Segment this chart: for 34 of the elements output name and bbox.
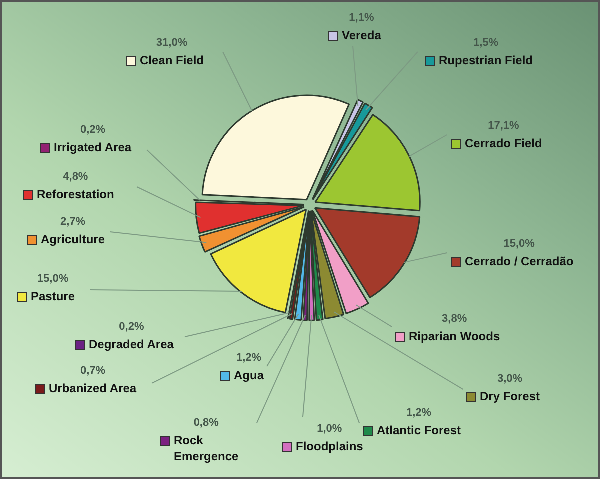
data-label: 17,1% [488, 120, 520, 132]
legend-label: Vereda [342, 28, 382, 42]
data-label: 15,0% [37, 273, 69, 286]
data-label: 4,8% [63, 171, 88, 184]
data-label: 0,7% [80, 365, 106, 378]
legend-label: Urbanized Area [49, 381, 137, 396]
legend-label: Reforestation [37, 187, 114, 202]
legend-label: Clean Field [140, 53, 204, 68]
legend-label: Rupestrian Field [439, 53, 534, 68]
data-label: 1,0% [317, 423, 342, 436]
legend-label: Riparian Woods [409, 329, 500, 344]
legend-label: Cerrado / Cerradão [465, 254, 574, 268]
legend-label: Degraded Area [89, 337, 174, 352]
data-label: 2,7% [60, 216, 86, 228]
data-label: 3,8% [442, 313, 468, 326]
legend-label: Rock Emergence [174, 433, 240, 464]
data-label: 31,0% [156, 37, 188, 50]
data-label: 1,1% [349, 12, 374, 24]
legend-label: Pasture [31, 289, 76, 304]
legend-label: Floodplains [296, 439, 364, 454]
legend-label: Atlantic Forest [377, 423, 462, 438]
legend-label: Agua [234, 368, 264, 382]
legend-label: Dry Forest [480, 389, 540, 404]
data-label: 1,2% [406, 407, 432, 420]
data-label: 0,2% [119, 321, 144, 334]
legend-label: Agriculture [41, 232, 106, 246]
data-label: 1,2% [236, 352, 262, 364]
legend-label: Cerrado Field [465, 136, 542, 150]
data-label: 3,0% [497, 373, 523, 386]
data-label: 15,0% [504, 238, 536, 250]
data-label: 1,5% [473, 37, 499, 50]
data-label: 0,2% [80, 124, 106, 136]
legend-label: Irrigated Area [54, 140, 132, 154]
data-label: 0,8% [194, 417, 220, 430]
